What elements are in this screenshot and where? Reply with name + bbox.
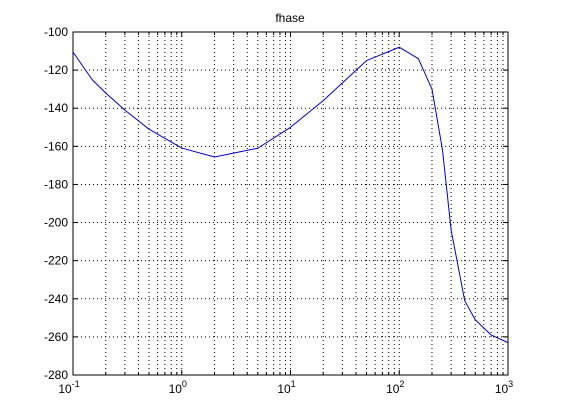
- x-tick-exponent: 0: [182, 379, 187, 389]
- x-tick-label: 103: [495, 379, 513, 396]
- x-tick-label: 100: [169, 379, 187, 396]
- x-tick-base: 10: [169, 382, 183, 396]
- chart-title: fhase: [275, 11, 305, 25]
- x-tick-exponent: 2: [399, 379, 404, 389]
- x-tick-exponent: 3: [508, 379, 513, 389]
- y-tick-label: -160: [44, 139, 68, 153]
- y-tick-label: -140: [44, 101, 68, 115]
- x-tick-base: 10: [495, 382, 509, 396]
- plot-frame: [72, 31, 509, 376]
- x-tick-label: 102: [386, 379, 404, 396]
- y-tick-label: -180: [44, 177, 68, 191]
- plot-area: [72, 31, 509, 376]
- y-tick-label: -280: [44, 368, 68, 382]
- y-tick-label: -100: [44, 25, 68, 39]
- x-tick-label: 101: [277, 379, 295, 396]
- y-tick-label: -120: [44, 63, 68, 77]
- x-tick-base: 10: [277, 382, 291, 396]
- x-tick-exponent: 1: [291, 379, 296, 389]
- x-tick-base: 10: [386, 382, 400, 396]
- x-tick-base: 10: [58, 382, 72, 396]
- y-tick-label: -240: [44, 292, 68, 306]
- x-tick-label: 10-1: [58, 379, 79, 396]
- x-tick-exponent: -1: [72, 379, 80, 389]
- y-tick-label: -200: [44, 216, 68, 230]
- y-tick-label: -220: [44, 254, 68, 268]
- y-tick-label: -260: [44, 330, 68, 344]
- data-line: [72, 46, 509, 344]
